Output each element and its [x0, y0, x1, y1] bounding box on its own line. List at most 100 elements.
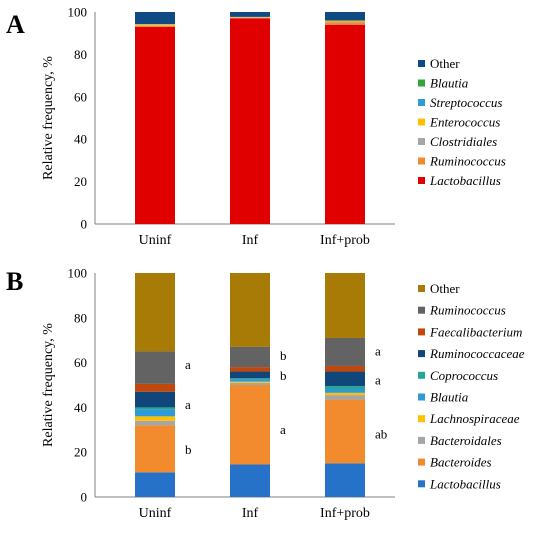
x-tick-label: Inf	[242, 233, 259, 248]
legend-swatch	[418, 394, 425, 401]
significance-label: b	[280, 348, 287, 363]
bar-segment	[230, 379, 270, 381]
bar-segment	[135, 407, 175, 409]
legend-label: Bacteroides	[430, 455, 492, 470]
legend-swatch	[418, 480, 425, 487]
bar-segment	[135, 384, 175, 392]
bar-segment	[230, 18, 270, 224]
bar-segment	[230, 273, 270, 347]
legend-label: Lactobacillus	[429, 476, 501, 491]
panel-letter-A: A	[6, 10, 25, 39]
bar-segment	[325, 25, 365, 224]
bar-segment	[325, 463, 365, 497]
legend-swatch	[418, 328, 425, 335]
legend-label: Ruminococcaceae	[429, 346, 525, 361]
legend-swatch	[418, 372, 425, 379]
significance-label: b	[185, 442, 192, 457]
legend-swatch	[418, 158, 425, 165]
legend-label: Coprococcus	[430, 368, 498, 383]
bar-segment	[325, 12, 365, 20]
y-tick-label: 0	[81, 490, 88, 505]
panel-letter-B: B	[6, 267, 23, 296]
legend-swatch	[418, 415, 425, 422]
bar-segment	[325, 273, 365, 338]
bar-segment	[135, 421, 175, 425]
significance-label: ab	[375, 426, 387, 441]
bar-segment	[325, 22, 365, 23]
bar-segment	[325, 395, 365, 399]
legend-label: Other	[430, 56, 460, 71]
bar-segment	[135, 416, 175, 420]
bar-segment	[230, 385, 270, 465]
legend-label: Bacteroidales	[430, 433, 502, 448]
x-tick-label: Uninf	[139, 506, 172, 521]
bar-segment	[135, 410, 175, 417]
legend-label: Lachnospiraceae	[429, 411, 520, 426]
bar-segment	[135, 472, 175, 497]
legend-label: Blautia	[430, 390, 469, 405]
y-axis-label: Relative frequency, %	[41, 323, 56, 447]
legend-swatch	[418, 138, 425, 145]
bar-segment	[135, 392, 175, 408]
legend-swatch	[418, 459, 425, 466]
y-axis-label: Relative frequency, %	[41, 56, 56, 180]
y-tick-label: 40	[74, 400, 87, 415]
x-tick-label: Inf	[242, 506, 259, 521]
y-tick-label: 60	[74, 89, 87, 104]
bar-segment	[230, 367, 270, 371]
bar-segment	[135, 25, 175, 26]
legend-swatch	[418, 80, 425, 87]
legend-label: Blautia	[430, 76, 469, 91]
bar-segment	[135, 27, 175, 224]
bar-segment	[230, 372, 270, 379]
bar-segment	[325, 386, 365, 389]
legend-label: Ruminococcus	[429, 303, 506, 318]
significance-label: a	[185, 397, 191, 412]
legend-label: Faecalibacterium	[429, 324, 522, 339]
legend-label: Streptococcus	[430, 95, 502, 110]
legend-swatch	[418, 60, 425, 67]
significance-label: a	[375, 373, 381, 388]
bar-segment	[230, 347, 270, 367]
bar-segment	[325, 372, 365, 387]
legend-swatch	[418, 437, 425, 444]
y-tick-label: 20	[74, 445, 87, 460]
legend-label: Ruminococcus	[429, 154, 506, 169]
bar-segment	[325, 366, 365, 372]
legend-swatch	[418, 307, 425, 314]
bar-segment	[135, 351, 175, 383]
bar-segment	[230, 12, 270, 17]
legend-label: Lactobacillus	[429, 173, 501, 188]
y-tick-label: 100	[68, 266, 88, 281]
bar-segment	[135, 26, 175, 27]
bar-segment	[325, 23, 365, 25]
y-tick-label: 80	[74, 47, 87, 62]
legend-swatch	[418, 177, 425, 184]
bar-segment	[325, 389, 365, 392]
x-tick-label: Inf+prob	[320, 506, 370, 521]
y-tick-label: 40	[74, 132, 87, 147]
bar-segment	[325, 393, 365, 395]
y-tick-label: 20	[74, 174, 87, 189]
y-tick-label: 80	[74, 310, 87, 325]
bar-segment	[230, 378, 270, 379]
bar-segment	[325, 338, 365, 366]
significance-label: a	[375, 343, 381, 358]
legend-swatch	[418, 350, 425, 357]
legend-label: Other	[430, 281, 460, 296]
bar-segment	[230, 383, 270, 385]
x-tick-label: Uninf	[139, 233, 172, 248]
bar-segment	[230, 18, 270, 19]
legend-swatch	[418, 119, 425, 126]
significance-label: a	[280, 422, 286, 437]
bar-segment	[135, 273, 175, 351]
bar-segment	[325, 20, 365, 21]
legend-label: Enterococcus	[429, 115, 500, 130]
legend-swatch	[418, 99, 425, 106]
y-tick-label: 0	[81, 217, 88, 232]
x-tick-label: Inf+prob	[320, 233, 370, 248]
bar-segment	[325, 400, 365, 464]
legend-swatch	[418, 285, 425, 292]
